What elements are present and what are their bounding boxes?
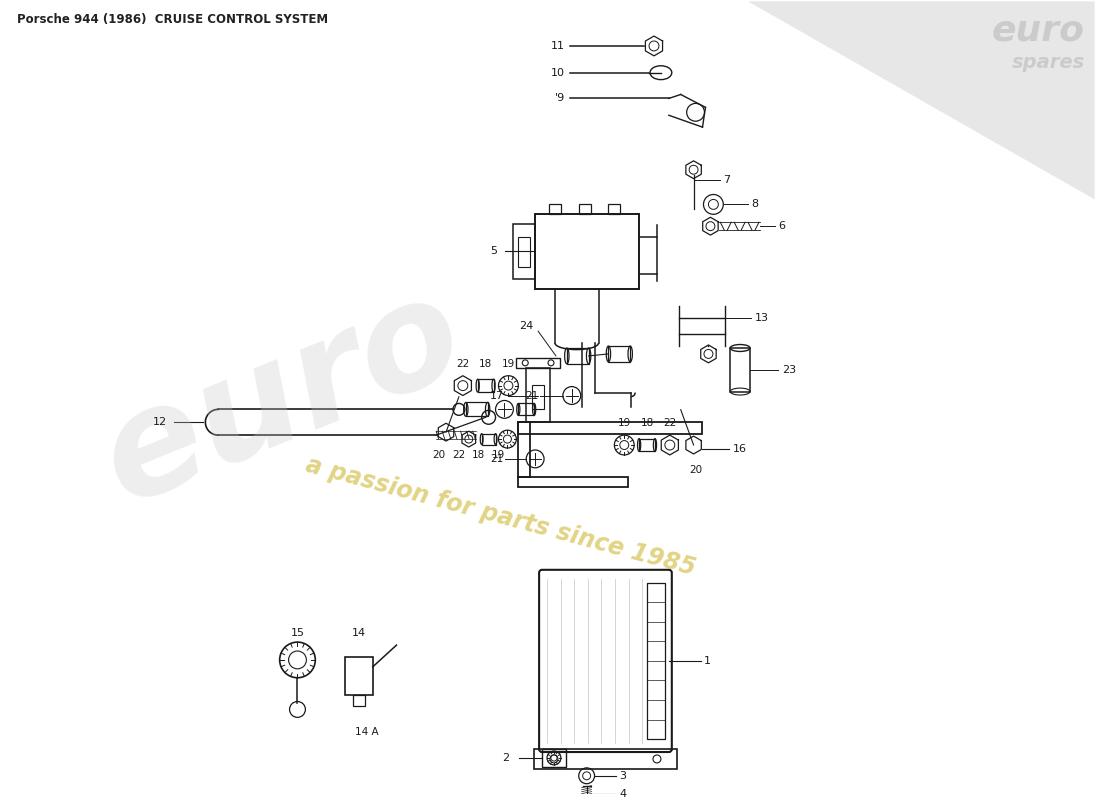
Text: 18: 18 — [640, 418, 653, 428]
Text: 8: 8 — [751, 199, 758, 210]
Text: spares: spares — [1012, 53, 1085, 72]
Text: 2: 2 — [503, 753, 509, 763]
Text: 1: 1 — [704, 656, 711, 666]
Bar — [465, 402, 487, 416]
Text: 24: 24 — [519, 322, 534, 331]
Bar — [516, 358, 560, 368]
Bar — [532, 385, 544, 410]
Text: 13: 13 — [755, 314, 769, 323]
Bar — [526, 368, 550, 422]
Bar — [549, 204, 561, 214]
Text: 14: 14 — [352, 628, 366, 638]
Text: 12: 12 — [153, 418, 167, 427]
Bar — [608, 204, 620, 214]
Text: 16: 16 — [734, 445, 747, 454]
Text: 22: 22 — [456, 359, 470, 369]
Bar — [730, 348, 750, 391]
Text: 19: 19 — [492, 450, 505, 460]
Text: 20: 20 — [689, 465, 702, 474]
Polygon shape — [748, 2, 1094, 199]
Text: 5: 5 — [491, 246, 497, 257]
Text: 15: 15 — [290, 628, 305, 638]
Text: 3: 3 — [619, 770, 626, 781]
Bar — [477, 379, 494, 392]
Bar — [518, 237, 530, 266]
Text: 21: 21 — [525, 390, 538, 401]
Text: 23: 23 — [782, 365, 795, 374]
Bar — [518, 477, 628, 486]
Text: 20: 20 — [432, 450, 446, 460]
Text: 18: 18 — [472, 450, 485, 460]
Bar — [639, 438, 654, 451]
Bar — [542, 749, 565, 767]
Text: 22: 22 — [663, 418, 676, 428]
Bar — [535, 749, 676, 769]
Text: 4: 4 — [619, 789, 626, 798]
Text: '9: '9 — [554, 94, 565, 103]
Text: 19: 19 — [617, 418, 631, 428]
Text: 17: 17 — [490, 390, 504, 401]
Text: 6: 6 — [778, 221, 784, 231]
Bar — [579, 204, 591, 214]
Bar — [608, 346, 630, 362]
Bar — [518, 422, 530, 477]
Text: 11: 11 — [551, 41, 565, 51]
Text: 22: 22 — [452, 450, 465, 460]
Text: euro: euro — [992, 14, 1085, 47]
Bar — [518, 422, 702, 434]
Text: 10: 10 — [551, 68, 565, 78]
Bar — [566, 348, 588, 364]
Text: 21: 21 — [491, 454, 504, 464]
Bar — [482, 434, 495, 445]
Text: Porsche 944 (1986)  CRUISE CONTROL SYSTEM: Porsche 944 (1986) CRUISE CONTROL SYSTEM — [18, 14, 329, 26]
Bar — [535, 214, 639, 289]
Text: 7: 7 — [724, 174, 730, 185]
Bar — [353, 694, 365, 706]
Bar — [518, 403, 535, 415]
Text: 18: 18 — [478, 359, 493, 369]
Bar — [514, 224, 535, 278]
Bar — [647, 582, 664, 739]
Text: euro: euro — [82, 262, 483, 533]
Bar — [345, 657, 373, 694]
Text: 19: 19 — [502, 359, 515, 369]
Text: a passion for parts since 1985: a passion for parts since 1985 — [302, 453, 698, 580]
Text: 14 A: 14 A — [355, 727, 378, 738]
